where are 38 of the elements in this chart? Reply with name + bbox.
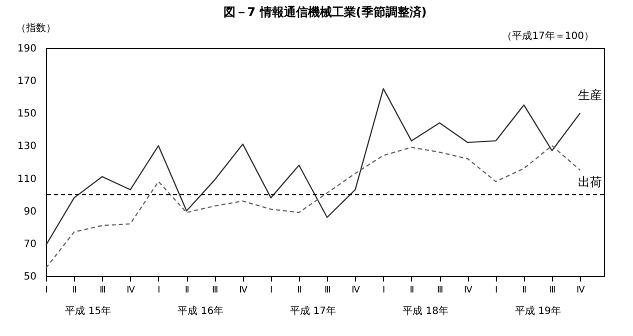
x-tick-label: Ⅱ (297, 286, 302, 296)
y-tick-label: 150 (17, 108, 36, 120)
x-tick-label: Ⅰ (158, 286, 160, 296)
x-tick-label: Ⅳ (126, 286, 136, 296)
x-tick-label: Ⅱ (72, 286, 77, 296)
y-tick-label: 70 (24, 238, 36, 250)
x-tick-label: Ⅳ (576, 286, 586, 296)
x-tick-label: Ⅲ (324, 286, 331, 296)
x-tick-label: Ⅳ (464, 286, 474, 296)
x-tick-label: Ⅳ (352, 286, 361, 296)
x-tick-label: Ⅲ (549, 286, 556, 296)
series-label: 出荷 (578, 175, 602, 190)
x-tick-label: Ⅰ (270, 286, 273, 296)
y-tick-label: 170 (17, 76, 36, 88)
x-tick-label: Ⅲ (100, 286, 106, 296)
x-tick-label: Ⅰ (382, 286, 386, 296)
text: 平成 18年 (402, 305, 448, 317)
x-tick-label: Ⅳ (239, 286, 248, 296)
y-tick-label: 50 (24, 272, 36, 282)
y-axis-title: （指数） (16, 22, 56, 34)
chart-title: 図－7 情報通信機械工業(季節調整済) (223, 5, 427, 19)
series-label: 生産 (578, 88, 602, 102)
chart-subtitle: （平成17年＝100） (502, 30, 594, 42)
text: 平成 17年 (290, 305, 336, 317)
text: 平成 19年 (514, 305, 561, 317)
x-tick-label: Ⅲ (436, 286, 444, 296)
text: 平成 15年 (65, 305, 112, 317)
y-tick-label: 110 (17, 174, 36, 185)
x-tick-label: Ⅱ (410, 286, 414, 296)
y-tick-label: 90 (24, 206, 36, 218)
x-tick-label: Ⅱ (184, 286, 190, 296)
x-tick-label: Ⅱ (522, 286, 527, 296)
x-tick-label: Ⅰ (494, 286, 498, 296)
x-tick-label: Ⅲ (212, 286, 218, 296)
y-tick-label: 190 (17, 44, 36, 54)
x-tick-label: Ⅰ (45, 286, 48, 296)
text: 平成 16年 (178, 305, 224, 317)
y-tick-label: 130 (17, 141, 36, 152)
